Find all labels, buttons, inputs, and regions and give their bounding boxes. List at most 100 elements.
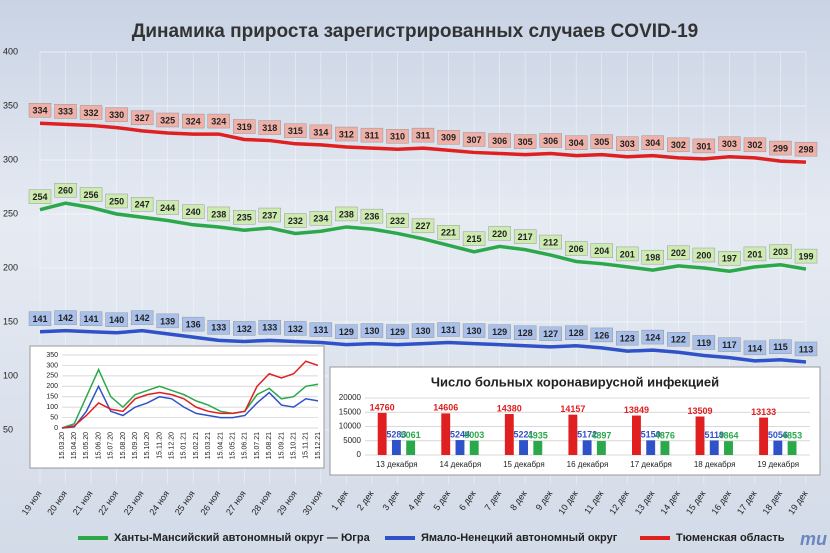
data-label-box — [386, 324, 409, 339]
y-tick-label: 400 — [3, 46, 18, 56]
data-label-box — [360, 127, 384, 143]
x-tick-label: 11 дек — [582, 489, 605, 516]
x-tick-label: 5 дек — [431, 489, 452, 513]
data-label-box — [769, 140, 792, 156]
data-label: 324 — [186, 116, 201, 126]
bar — [787, 441, 797, 455]
data-label-box — [437, 225, 460, 240]
data-label-box — [513, 325, 537, 340]
data-label: 4876 — [655, 430, 675, 440]
x-tick-label: 1 дек — [329, 489, 350, 513]
data-label: 5061 — [401, 430, 421, 440]
x-tick-label: 13 дек — [633, 489, 657, 517]
data-label: 235 — [237, 213, 252, 223]
data-label-box — [54, 182, 77, 198]
data-label: 303 — [722, 139, 737, 149]
data-label-box — [488, 133, 511, 148]
y-tick-label: 15000 — [339, 407, 362, 416]
data-label: 4935 — [528, 430, 548, 440]
data-label: 117 — [722, 340, 737, 350]
data-label: 306 — [543, 136, 558, 146]
data-label-box — [207, 113, 230, 129]
data-label: 244 — [160, 203, 175, 213]
data-label-box — [156, 200, 179, 215]
data-label: 302 — [747, 140, 762, 150]
x-tick-label: 15.03.21 — [205, 432, 212, 459]
bar — [582, 440, 592, 455]
x-tick-label: 14 дек — [658, 489, 682, 517]
data-label-box — [437, 130, 460, 145]
data-label: 130 — [415, 326, 430, 336]
x-tick-label: 15.11.20 — [156, 432, 163, 459]
data-label-box — [565, 325, 588, 340]
bar — [724, 441, 733, 455]
data-label-box — [258, 207, 281, 223]
data-label: 234 — [313, 214, 328, 224]
x-tick-label: 23 ноя — [122, 489, 146, 517]
data-label: 119 — [697, 338, 712, 348]
x-tick-label: 15.08.21 — [266, 432, 273, 459]
data-label-box — [233, 119, 256, 134]
data-label: 247 — [135, 200, 150, 210]
data-label: 238 — [211, 209, 226, 219]
data-label-box — [641, 249, 664, 265]
x-tick-label: 15.11.21 — [303, 432, 310, 459]
data-label: 310 — [390, 132, 405, 142]
data-label-box — [641, 135, 664, 150]
data-label-box — [513, 134, 537, 149]
data-label-box — [539, 234, 562, 250]
data-label: 199 — [798, 251, 813, 261]
data-label: 299 — [773, 143, 788, 153]
data-label: 5003 — [464, 430, 484, 440]
bar — [533, 440, 543, 455]
data-label: 204 — [594, 246, 609, 256]
data-label-box — [258, 120, 281, 135]
data-label: 327 — [135, 113, 150, 123]
x-tick-label: 15.06.21 — [242, 432, 249, 459]
data-label: 14606 — [433, 403, 458, 413]
watermark: mu — [800, 529, 827, 549]
data-label-box — [488, 324, 511, 339]
bar — [660, 441, 670, 455]
data-label-box — [105, 107, 128, 122]
data-label-box — [692, 335, 716, 350]
data-label: 128 — [518, 328, 533, 338]
data-label: 198 — [645, 253, 660, 263]
data-label: 254 — [32, 192, 47, 202]
y-tick-label: 100 — [46, 404, 58, 411]
bar — [773, 440, 783, 455]
data-label: 334 — [32, 106, 47, 116]
data-label-box — [130, 110, 154, 126]
data-label-box — [565, 135, 588, 150]
data-label: 14380 — [497, 403, 522, 413]
x-tick-label: 18 дек — [761, 489, 785, 517]
y-tick-label: 10000 — [339, 422, 362, 431]
data-label-box — [462, 132, 486, 147]
data-label: 13509 — [688, 406, 713, 416]
data-label: 5150 — [641, 430, 661, 440]
y-tick-label: 150 — [46, 394, 58, 401]
bar — [709, 440, 719, 455]
data-label-box — [641, 329, 664, 345]
data-label-box — [718, 136, 741, 151]
data-label: 131 — [441, 325, 456, 335]
data-label-box — [130, 197, 154, 212]
data-label-box — [284, 123, 307, 139]
data-label: 4853 — [782, 431, 802, 441]
data-label: 201 — [747, 249, 762, 259]
line-series — [61, 384, 319, 429]
data-label-box — [79, 311, 103, 326]
x-tick-label: 15.10.20 — [144, 432, 151, 459]
x-tick-label: 22 ноя — [96, 489, 120, 517]
bar — [441, 413, 451, 455]
data-label: 202 — [671, 248, 686, 258]
x-tick-label: 21 ноя — [71, 489, 95, 517]
data-label-box — [309, 211, 333, 226]
data-label-box — [539, 326, 562, 342]
data-label-box — [692, 247, 716, 263]
data-label: 129 — [339, 327, 354, 337]
data-label: 260 — [58, 186, 73, 196]
data-label: 114 — [748, 343, 763, 353]
x-tick-label: 10 дек — [556, 489, 580, 517]
x-tick-label: 15.10.21 — [290, 432, 297, 459]
